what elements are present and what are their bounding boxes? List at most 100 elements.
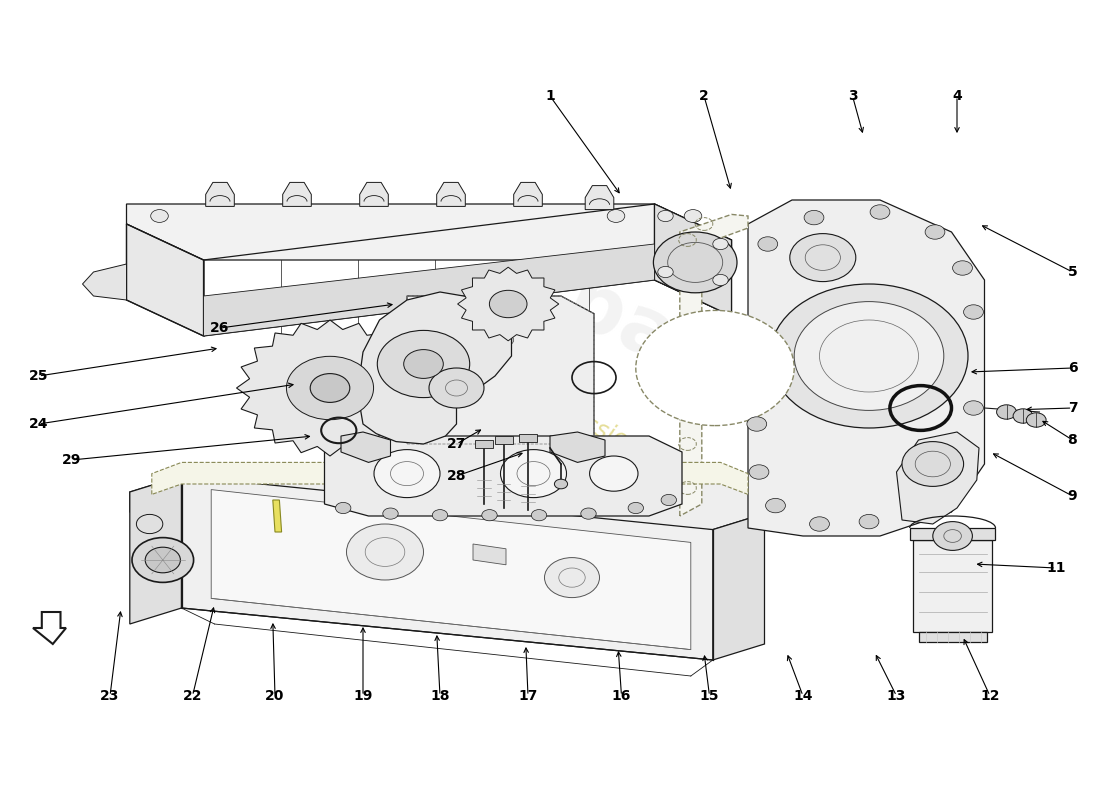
Circle shape (411, 322, 427, 333)
Circle shape (498, 334, 514, 346)
Text: 20: 20 (265, 689, 285, 703)
Circle shape (925, 225, 945, 239)
Circle shape (490, 342, 505, 353)
Polygon shape (495, 436, 513, 444)
Polygon shape (910, 528, 996, 540)
Circle shape (684, 210, 702, 222)
Text: 24: 24 (29, 417, 48, 431)
Circle shape (804, 210, 824, 225)
Circle shape (377, 330, 470, 398)
Text: 15: 15 (700, 689, 719, 703)
Polygon shape (204, 244, 654, 336)
Polygon shape (514, 182, 542, 206)
Circle shape (286, 356, 374, 420)
Circle shape (429, 368, 484, 408)
Text: 23: 23 (100, 689, 120, 703)
Circle shape (658, 266, 673, 278)
Polygon shape (680, 214, 748, 516)
Circle shape (472, 356, 487, 367)
Circle shape (766, 498, 785, 513)
Circle shape (964, 401, 983, 415)
Circle shape (653, 232, 737, 293)
Text: a passion for parts: a passion for parts (534, 390, 742, 506)
Text: 3: 3 (848, 89, 857, 103)
Polygon shape (358, 292, 512, 444)
Circle shape (870, 205, 890, 219)
Text: 14: 14 (793, 689, 813, 703)
Polygon shape (82, 264, 126, 300)
Circle shape (438, 385, 453, 396)
Polygon shape (33, 612, 66, 644)
Text: 13: 13 (887, 689, 906, 703)
Polygon shape (126, 224, 204, 336)
Circle shape (544, 558, 600, 598)
Text: 29: 29 (62, 453, 81, 467)
Circle shape (482, 510, 497, 521)
Polygon shape (130, 476, 764, 530)
Text: 11: 11 (1046, 561, 1066, 575)
Polygon shape (126, 204, 732, 260)
Circle shape (933, 522, 972, 550)
Circle shape (336, 502, 351, 514)
Circle shape (481, 349, 496, 360)
Text: 8: 8 (1068, 433, 1077, 447)
Polygon shape (182, 476, 713, 660)
Polygon shape (896, 432, 979, 524)
Polygon shape (550, 432, 605, 462)
Text: 27: 27 (447, 437, 466, 451)
Polygon shape (273, 500, 282, 532)
Text: 5: 5 (1068, 265, 1077, 279)
Text: 22: 22 (183, 689, 202, 703)
Circle shape (420, 319, 436, 330)
Polygon shape (152, 462, 748, 494)
Circle shape (859, 514, 879, 529)
Polygon shape (585, 186, 614, 210)
Circle shape (758, 237, 778, 251)
Polygon shape (206, 182, 234, 206)
Circle shape (310, 374, 350, 402)
Circle shape (490, 290, 527, 318)
Circle shape (145, 547, 180, 573)
Polygon shape (283, 182, 311, 206)
Circle shape (455, 310, 471, 322)
Circle shape (636, 310, 794, 426)
Text: 28: 28 (447, 469, 466, 483)
Circle shape (661, 494, 676, 506)
Polygon shape (654, 204, 732, 316)
Text: 9: 9 (1068, 489, 1077, 503)
Circle shape (447, 378, 462, 389)
Circle shape (790, 234, 856, 282)
Polygon shape (236, 320, 424, 456)
Circle shape (132, 538, 194, 582)
Polygon shape (324, 436, 682, 516)
Circle shape (747, 417, 767, 431)
Circle shape (810, 517, 829, 531)
Circle shape (590, 456, 638, 491)
Circle shape (472, 306, 487, 317)
Circle shape (964, 305, 983, 319)
Circle shape (481, 303, 496, 314)
Circle shape (463, 308, 478, 319)
Text: 4: 4 (953, 89, 961, 103)
Polygon shape (748, 200, 984, 536)
Circle shape (770, 284, 968, 428)
Circle shape (713, 274, 728, 286)
Circle shape (607, 210, 625, 222)
Polygon shape (458, 267, 559, 341)
Text: 1985: 1985 (728, 340, 900, 460)
Circle shape (914, 495, 934, 510)
Circle shape (346, 524, 424, 580)
Text: 1: 1 (546, 89, 554, 103)
Circle shape (902, 442, 964, 486)
Circle shape (438, 314, 453, 326)
Circle shape (394, 326, 409, 338)
Text: 18: 18 (430, 689, 450, 703)
Circle shape (429, 317, 444, 328)
Circle shape (1013, 409, 1033, 423)
Circle shape (151, 210, 168, 222)
Circle shape (404, 350, 443, 378)
Circle shape (429, 392, 444, 403)
Circle shape (374, 450, 440, 498)
Circle shape (136, 514, 163, 534)
Polygon shape (713, 514, 764, 660)
